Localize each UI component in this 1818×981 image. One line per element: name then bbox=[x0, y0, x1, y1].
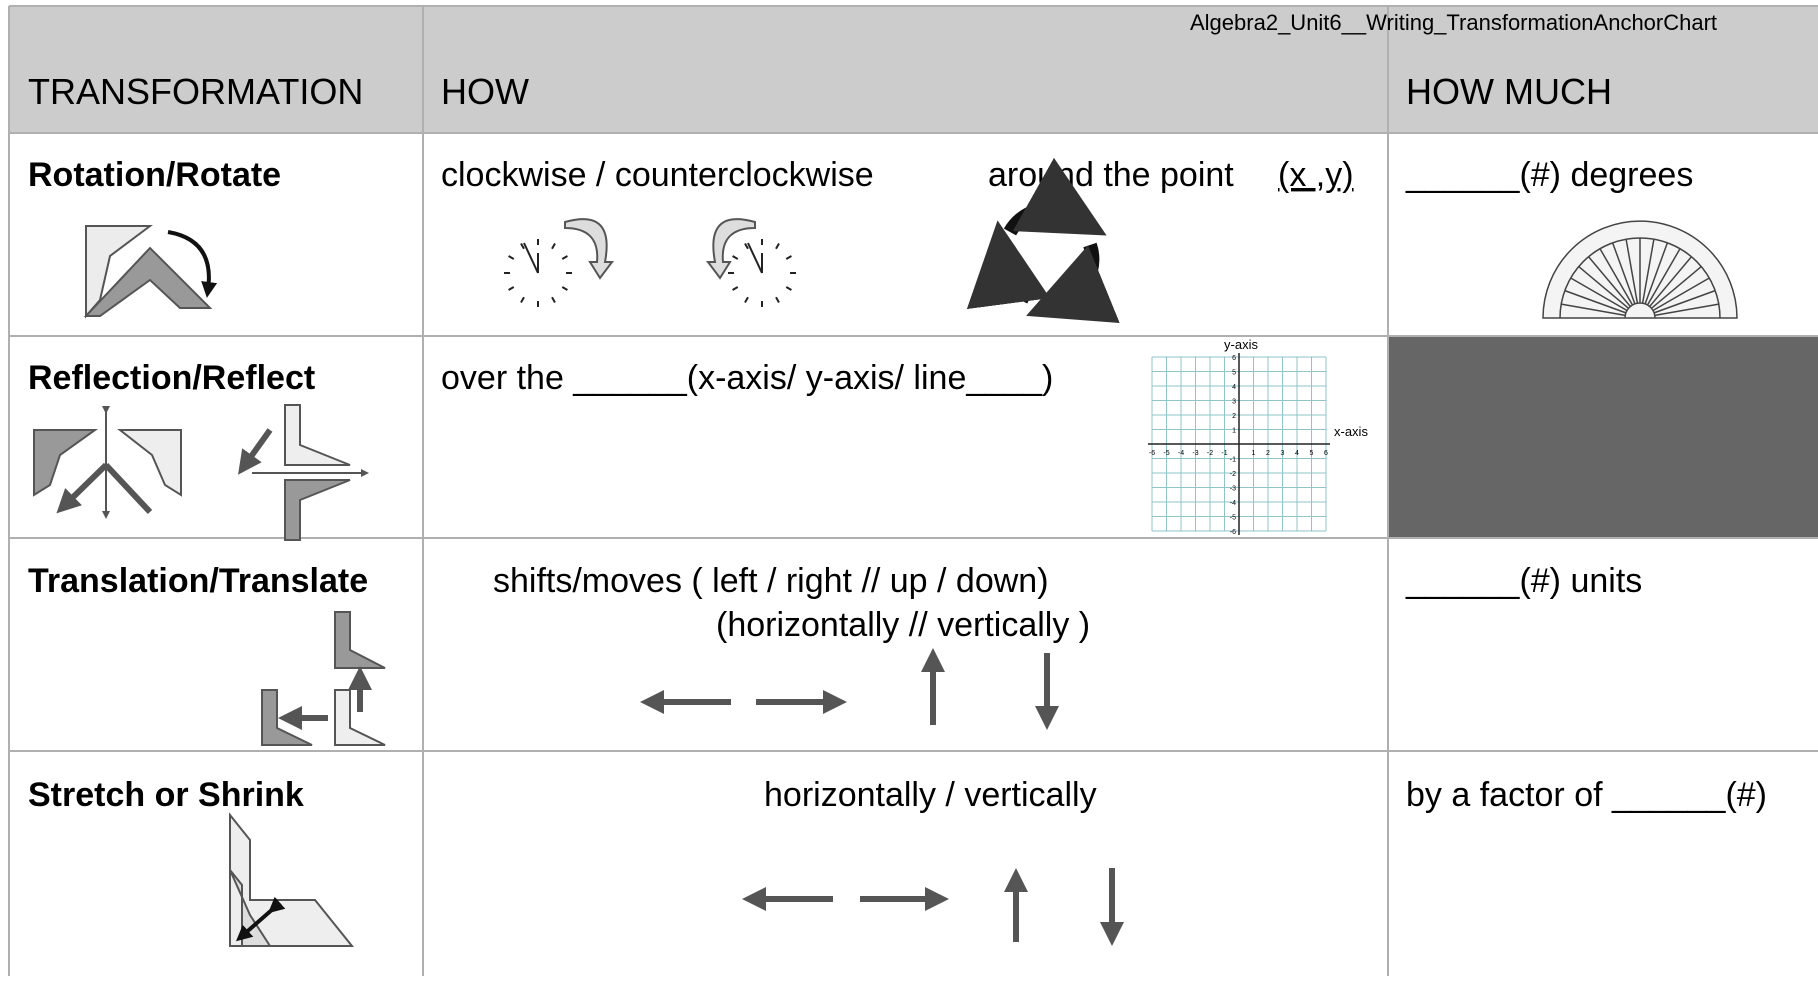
y-tick-label: -4 bbox=[1230, 500, 1236, 507]
row-name: Reflection/Reflect bbox=[28, 359, 315, 397]
clock-tick bbox=[744, 296, 749, 303]
how-text: (x ,y) bbox=[1278, 156, 1354, 194]
how-text: around the point bbox=[988, 156, 1234, 194]
clock-tick bbox=[551, 243, 556, 250]
column-header: TRANSFORMATION bbox=[28, 71, 363, 112]
row-name: Rotation/Rotate bbox=[28, 156, 281, 194]
shaded-cell bbox=[1388, 336, 1818, 538]
y-tick-label: -1 bbox=[1230, 457, 1236, 464]
y-tick-label: -5 bbox=[1230, 515, 1236, 522]
protractor-ray bbox=[1644, 242, 1669, 305]
direction-arrows bbox=[640, 648, 1124, 946]
protractor-ray bbox=[1599, 248, 1634, 306]
x-tick-label: -1 bbox=[1221, 450, 1227, 457]
clock-hand bbox=[747, 242, 763, 274]
how-much-text: ______(#) degrees bbox=[1405, 156, 1693, 194]
stretch-icon bbox=[229, 812, 355, 947]
protractor-ray bbox=[1652, 277, 1710, 312]
coordinate-grid: -6 -5 -4 -3 -2 -1 1 2 3 4 5 6 6 5 4 3 2 1 -1 -2 -3 -4 -5 -6 y-ax… bbox=[1148, 337, 1368, 536]
x-tick-label: 3 bbox=[1281, 450, 1285, 457]
how-much-text: by a factor of ______(#) bbox=[1406, 776, 1767, 814]
protractor bbox=[1542, 220, 1738, 319]
clock-tick bbox=[785, 286, 792, 291]
protractor-ray bbox=[1578, 266, 1629, 309]
y-axis-label: y-axis bbox=[1224, 337, 1258, 352]
clock-tick bbox=[508, 255, 515, 260]
protractor-ray bbox=[1654, 303, 1719, 317]
clock-tick bbox=[551, 296, 556, 303]
y-tick-label: 6 bbox=[1232, 355, 1236, 362]
header-band bbox=[9, 6, 1818, 133]
clock-tick bbox=[732, 286, 739, 291]
column-header: HOW MUCH bbox=[1406, 71, 1612, 112]
clock-tick bbox=[561, 286, 568, 291]
clock-tick bbox=[775, 243, 780, 250]
clock-tick bbox=[520, 296, 525, 303]
y-tick-label: 3 bbox=[1232, 399, 1236, 406]
row-name: Translation/Translate bbox=[28, 562, 368, 600]
how-text: over the ______(x-axis/ y-axis/ line____… bbox=[441, 359, 1053, 397]
clockwise-arrow bbox=[564, 218, 614, 280]
x-tick-label: -2 bbox=[1207, 450, 1213, 457]
row-name: Stretch or Shrink bbox=[28, 776, 304, 814]
table-lines bbox=[8, 5, 1818, 976]
column-header: HOW bbox=[441, 71, 529, 112]
x-tick-label: 6 bbox=[1324, 450, 1328, 457]
y-tick-label: 1 bbox=[1232, 428, 1236, 435]
clock-tick bbox=[775, 296, 780, 303]
x-tick-label: 5 bbox=[1310, 450, 1314, 457]
x-tick-label: -4 bbox=[1178, 450, 1184, 457]
clock-tick bbox=[732, 255, 739, 260]
how-text: (horizontally // vertically ) bbox=[716, 606, 1090, 644]
counterclockwise-arrow bbox=[706, 218, 756, 280]
protractor-ray bbox=[1588, 256, 1631, 307]
rotation-icon bbox=[83, 225, 218, 319]
clock-tick bbox=[744, 243, 749, 250]
protractor-ray bbox=[1653, 289, 1716, 314]
clock-icon bbox=[728, 239, 796, 307]
y-tick-label: 2 bbox=[1232, 413, 1236, 420]
protractor-ray bbox=[1649, 256, 1692, 307]
x-tick-label: 4 bbox=[1295, 450, 1299, 457]
how-text: clockwise / counterclockwise bbox=[441, 156, 874, 194]
doc-title: Algebra2_Unit6__Writing_TransformationAn… bbox=[1190, 10, 1717, 35]
protractor-ray bbox=[1561, 303, 1626, 317]
protractor-ray bbox=[1564, 289, 1627, 314]
y-tick-label: -2 bbox=[1230, 471, 1236, 478]
clock-tick bbox=[785, 255, 792, 260]
clock-icon bbox=[504, 239, 572, 307]
x-tick-label: -5 bbox=[1163, 450, 1169, 457]
x-tick-label: -6 bbox=[1149, 450, 1155, 457]
clock-tick bbox=[508, 286, 515, 291]
protractor-ray bbox=[1611, 242, 1636, 305]
protractor-ray bbox=[1625, 239, 1639, 304]
protractor-scale bbox=[1559, 237, 1721, 319]
clock-tick bbox=[561, 255, 568, 260]
protractor-ray bbox=[1570, 277, 1628, 312]
circular-arrows-icon bbox=[966, 157, 1120, 323]
x-tick-label: -3 bbox=[1192, 450, 1198, 457]
how-much-text: ______(#) units bbox=[1405, 562, 1642, 600]
how-text: horizontally / vertically bbox=[764, 776, 1097, 814]
how-text: shifts/moves ( left / right // up / down… bbox=[493, 562, 1049, 600]
reflection-icon bbox=[33, 404, 369, 541]
x-tick-label: 2 bbox=[1266, 450, 1270, 457]
clock-hand bbox=[523, 242, 539, 274]
protractor-ray bbox=[1651, 266, 1702, 309]
protractor-ray bbox=[1641, 239, 1655, 304]
translation-icon bbox=[261, 611, 386, 746]
y-tick-label: -6 bbox=[1230, 529, 1236, 536]
protractor-ray bbox=[1646, 248, 1681, 306]
x-axis-label: x-axis bbox=[1334, 424, 1368, 439]
y-tick-label: 4 bbox=[1232, 384, 1236, 391]
clock-tick bbox=[520, 243, 525, 250]
y-tick-label: 5 bbox=[1232, 370, 1236, 377]
y-tick-label: -3 bbox=[1230, 486, 1236, 493]
x-tick-label: 1 bbox=[1252, 450, 1256, 457]
